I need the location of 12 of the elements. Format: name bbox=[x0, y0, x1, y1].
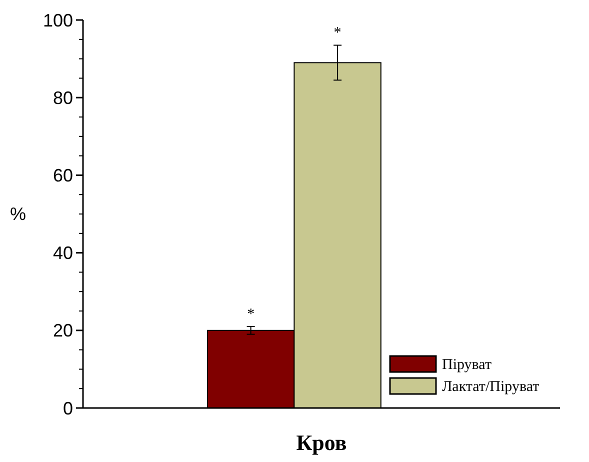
annotation: * bbox=[334, 25, 342, 42]
y-tick-label: 0 bbox=[62, 398, 73, 418]
y-tick-label: 40 bbox=[52, 243, 73, 264]
x-axis-title: Кров bbox=[296, 430, 347, 455]
y-tick-label: 60 bbox=[52, 166, 73, 186]
y-tick-label: 80 bbox=[52, 88, 73, 108]
y-axis-title: % bbox=[10, 204, 26, 224]
y-tick-label: 20 bbox=[52, 320, 73, 341]
annotation: * bbox=[247, 306, 255, 323]
y-tick-label: 100 bbox=[42, 10, 73, 30]
legend-label: Піруват bbox=[442, 357, 492, 373]
legend-label: Лактат/Піруват bbox=[442, 379, 540, 395]
